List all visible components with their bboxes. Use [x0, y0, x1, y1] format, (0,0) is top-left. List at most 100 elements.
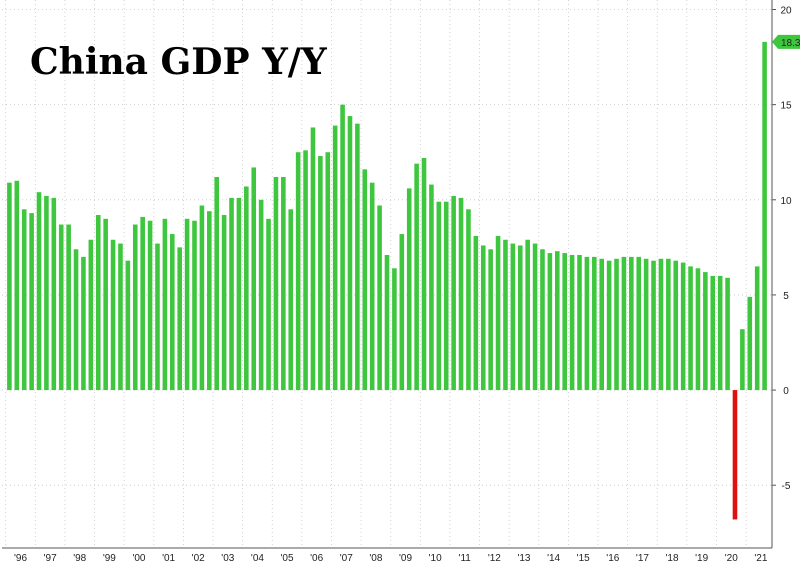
gdp-bar [192, 220, 197, 391]
x-tick-label: '19 [695, 553, 708, 564]
gdp-bar [466, 209, 471, 391]
y-tick-label: 10 [780, 196, 792, 207]
gdp-bar [73, 249, 79, 391]
gdp-bar [229, 197, 234, 391]
gdp-bar [95, 215, 101, 391]
gdp-bar [443, 201, 449, 391]
gdp-bar [436, 201, 442, 391]
x-tick-label: '03 [221, 553, 234, 564]
gdp-bar [103, 218, 108, 391]
gdp-bar [703, 272, 708, 391]
gdp-bar [266, 218, 271, 391]
gdp-bar [199, 205, 205, 391]
gdp-bar [140, 216, 145, 391]
x-tick-label: '05 [281, 553, 294, 564]
gdp-bar [207, 211, 212, 391]
gdp-bar [584, 256, 590, 391]
gdp-bar [384, 254, 390, 391]
gdp-bar [406, 188, 412, 391]
gdp-bar [44, 195, 49, 391]
gdp-bar [392, 268, 397, 391]
gdp-bar [740, 329, 745, 391]
x-tick-label: '20 [725, 553, 738, 564]
x-tick-label: '01 [162, 553, 175, 564]
gdp-bar [673, 260, 679, 391]
x-tick-label: '15 [577, 553, 590, 564]
gdp-bar [569, 254, 575, 391]
y-tick-label: 5 [783, 291, 789, 302]
gdp-bar [221, 215, 227, 391]
gdp-bar [747, 296, 753, 391]
gdp-bar [695, 268, 701, 391]
gdp-bar [125, 260, 131, 391]
gdp-bar [614, 258, 619, 391]
gdp-bar [355, 123, 360, 391]
gdp-bar [155, 243, 160, 391]
gdp-bar [680, 262, 686, 391]
gdp-bar [7, 182, 12, 391]
gdp-bar [688, 266, 693, 391]
gdp-bar [281, 176, 286, 391]
x-tick-label: '08 [369, 553, 382, 564]
x-tick-label: '96 [14, 553, 27, 564]
gdp-bar [377, 205, 382, 391]
gdp-bar [147, 220, 153, 391]
gdp-bar [510, 243, 516, 391]
gdp-bar [251, 167, 257, 391]
gdp-bar [318, 156, 323, 391]
gdp-bar [399, 234, 405, 391]
last-value-tag [772, 34, 800, 49]
x-tick-label: '10 [429, 553, 442, 564]
x-tick-label: '02 [192, 553, 205, 564]
last-value-label: 18.3 [781, 38, 800, 49]
gdp-bar [169, 234, 175, 391]
y-tick-label: 15 [780, 101, 792, 112]
x-tick-label: '17 [636, 553, 649, 564]
gdp-bar [658, 258, 664, 391]
gdp-bar [132, 224, 138, 391]
gdp-bar [118, 243, 123, 391]
x-tick-label: '00 [132, 553, 145, 564]
gdp-bar [58, 224, 64, 391]
gdp-bar [14, 180, 20, 391]
gdp-bar [369, 182, 375, 391]
gdp-bar [762, 41, 767, 391]
gdp-bar [503, 239, 508, 391]
gdp-bar [480, 245, 486, 391]
gdp-bar [184, 218, 190, 391]
gdp-bar [451, 195, 456, 391]
x-tick-label: '97 [44, 553, 57, 564]
gdp-bar [362, 169, 368, 391]
x-tick-label: '04 [251, 553, 264, 564]
gdp-bar [303, 150, 308, 391]
gdp-bar [488, 249, 493, 391]
x-tick-label: '21 [754, 553, 767, 564]
gdp-bar [429, 184, 434, 391]
gdp-bar [458, 197, 464, 391]
gdp-bar [273, 176, 279, 391]
y-tick-label: 0 [783, 386, 789, 397]
gdp-bar [88, 239, 94, 391]
gdp-bar [421, 157, 427, 391]
gdp-bar [592, 256, 597, 391]
gdp-bar [310, 127, 316, 391]
gdp-bar [621, 256, 627, 391]
gdp-bar [547, 253, 553, 391]
gdp-bar [21, 209, 27, 391]
gdp-bar [666, 258, 671, 391]
x-tick-label: '06 [310, 553, 323, 564]
x-tick-label: '07 [340, 553, 353, 564]
gdp-bar [36, 192, 42, 391]
gdp-bar [725, 277, 730, 391]
y-tick-label: -5 [782, 481, 791, 492]
gdp-bar [643, 258, 649, 391]
chart-title: China GDP Y/Y [30, 41, 328, 83]
gdp-bar [258, 199, 264, 391]
x-tick-label: '09 [399, 553, 412, 564]
gdp-bar [717, 275, 723, 391]
x-tick-label: '16 [606, 553, 619, 564]
x-tick-label: '12 [488, 553, 501, 564]
gdp-bar [332, 125, 338, 391]
gdp-bar [244, 186, 249, 391]
